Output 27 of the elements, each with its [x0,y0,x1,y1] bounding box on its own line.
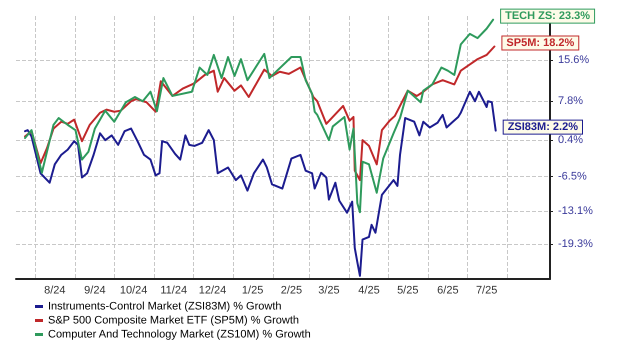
x-tick-label: 10/24 [120,284,148,296]
x-tick-label: 1/25 [242,284,264,296]
x-tick-label: 12/24 [198,284,226,296]
x-tick-label: 5/25 [397,284,418,296]
x-tick-label: 4/25 [358,284,380,296]
x-tick-label: 9/24 [84,284,106,296]
y-tick-label: -6.5% [558,170,587,182]
y-tick-label: -13.1% [558,205,594,218]
y-tick-label: 7.8% [558,95,584,108]
y-tick-label: 0.4% [558,134,584,146]
x-tick-label: 3/25 [318,284,340,296]
line-series [24,46,496,182]
legend-label: Computer And Technology Market (ZS10M) % Growth [48,328,311,340]
annotation: SP5M: 18.2% [506,37,574,50]
x-tick-label: 2/25 [280,284,302,296]
legend-label: S&P 500 Composite Market ETF (SP5M) % Growth [48,314,300,326]
x-tick-label: 7/25 [476,284,498,296]
line-series [24,18,494,214]
x-tick-label: 8/24 [44,284,66,296]
line-series [24,90,497,277]
x-tick-label: 11/24 [160,284,188,296]
x-tick-label: 6/25 [437,284,459,296]
annotation: ZSI83M: 2.2% [508,121,578,134]
y-tick-label: 15.6% [558,54,590,66]
legend-label: Instruments-Control Market (ZSI83M) % Growth [48,300,282,312]
annotation: TECH ZS: 23.3% [505,10,590,22]
y-tick-label: -19.3% [558,238,594,250]
